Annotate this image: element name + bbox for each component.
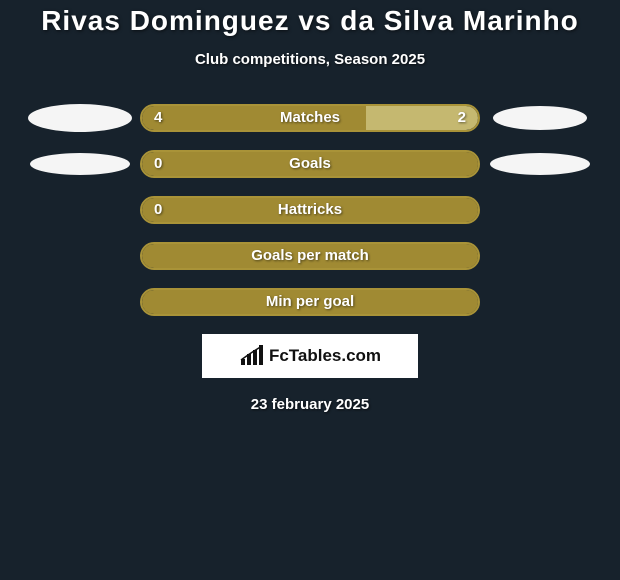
stat-label: Min per goal: [142, 293, 478, 310]
stat-label: Goals per match: [142, 247, 478, 264]
stat-bar: 0 Hattricks: [140, 196, 480, 224]
ellipse-left-icon: [28, 104, 132, 132]
stats-comparison-card: Rivas Dominguez vs da Silva Marinho Club…: [0, 0, 620, 580]
left-marker: [20, 153, 140, 175]
stat-bar: 0 Goals: [140, 150, 480, 178]
ellipse-right-icon: [490, 153, 590, 175]
left-marker: [20, 104, 140, 132]
logo-text: FcTables.com: [269, 346, 381, 366]
stat-row: Goals per match: [0, 242, 620, 270]
stat-bar: Min per goal: [140, 288, 480, 316]
right-value: 2: [446, 109, 478, 126]
page-title: Rivas Dominguez vs da Silva Marinho: [0, 6, 620, 37]
bar-chart-icon: [239, 345, 265, 367]
ellipse-right-icon: [493, 106, 587, 130]
right-marker: [480, 106, 600, 130]
subtitle: Club competitions, Season 2025: [0, 51, 620, 68]
stat-row: 4 Matches 2: [0, 104, 620, 132]
stat-row: 0 Goals: [0, 150, 620, 178]
right-marker: [480, 153, 600, 175]
stat-bar: Goals per match: [140, 242, 480, 270]
stat-bar: 4 Matches 2: [140, 104, 480, 132]
ellipse-left-icon: [30, 153, 130, 175]
source-logo: FcTables.com: [202, 334, 418, 378]
stat-label: Hattricks: [142, 201, 478, 218]
stat-label: Matches: [142, 109, 478, 126]
stat-row: 0 Hattricks: [0, 196, 620, 224]
stat-row: Min per goal: [0, 288, 620, 316]
date-label: 23 february 2025: [0, 396, 620, 413]
stat-rows: 4 Matches 2 0 Goals: [0, 104, 620, 316]
stat-label: Goals: [142, 155, 478, 172]
